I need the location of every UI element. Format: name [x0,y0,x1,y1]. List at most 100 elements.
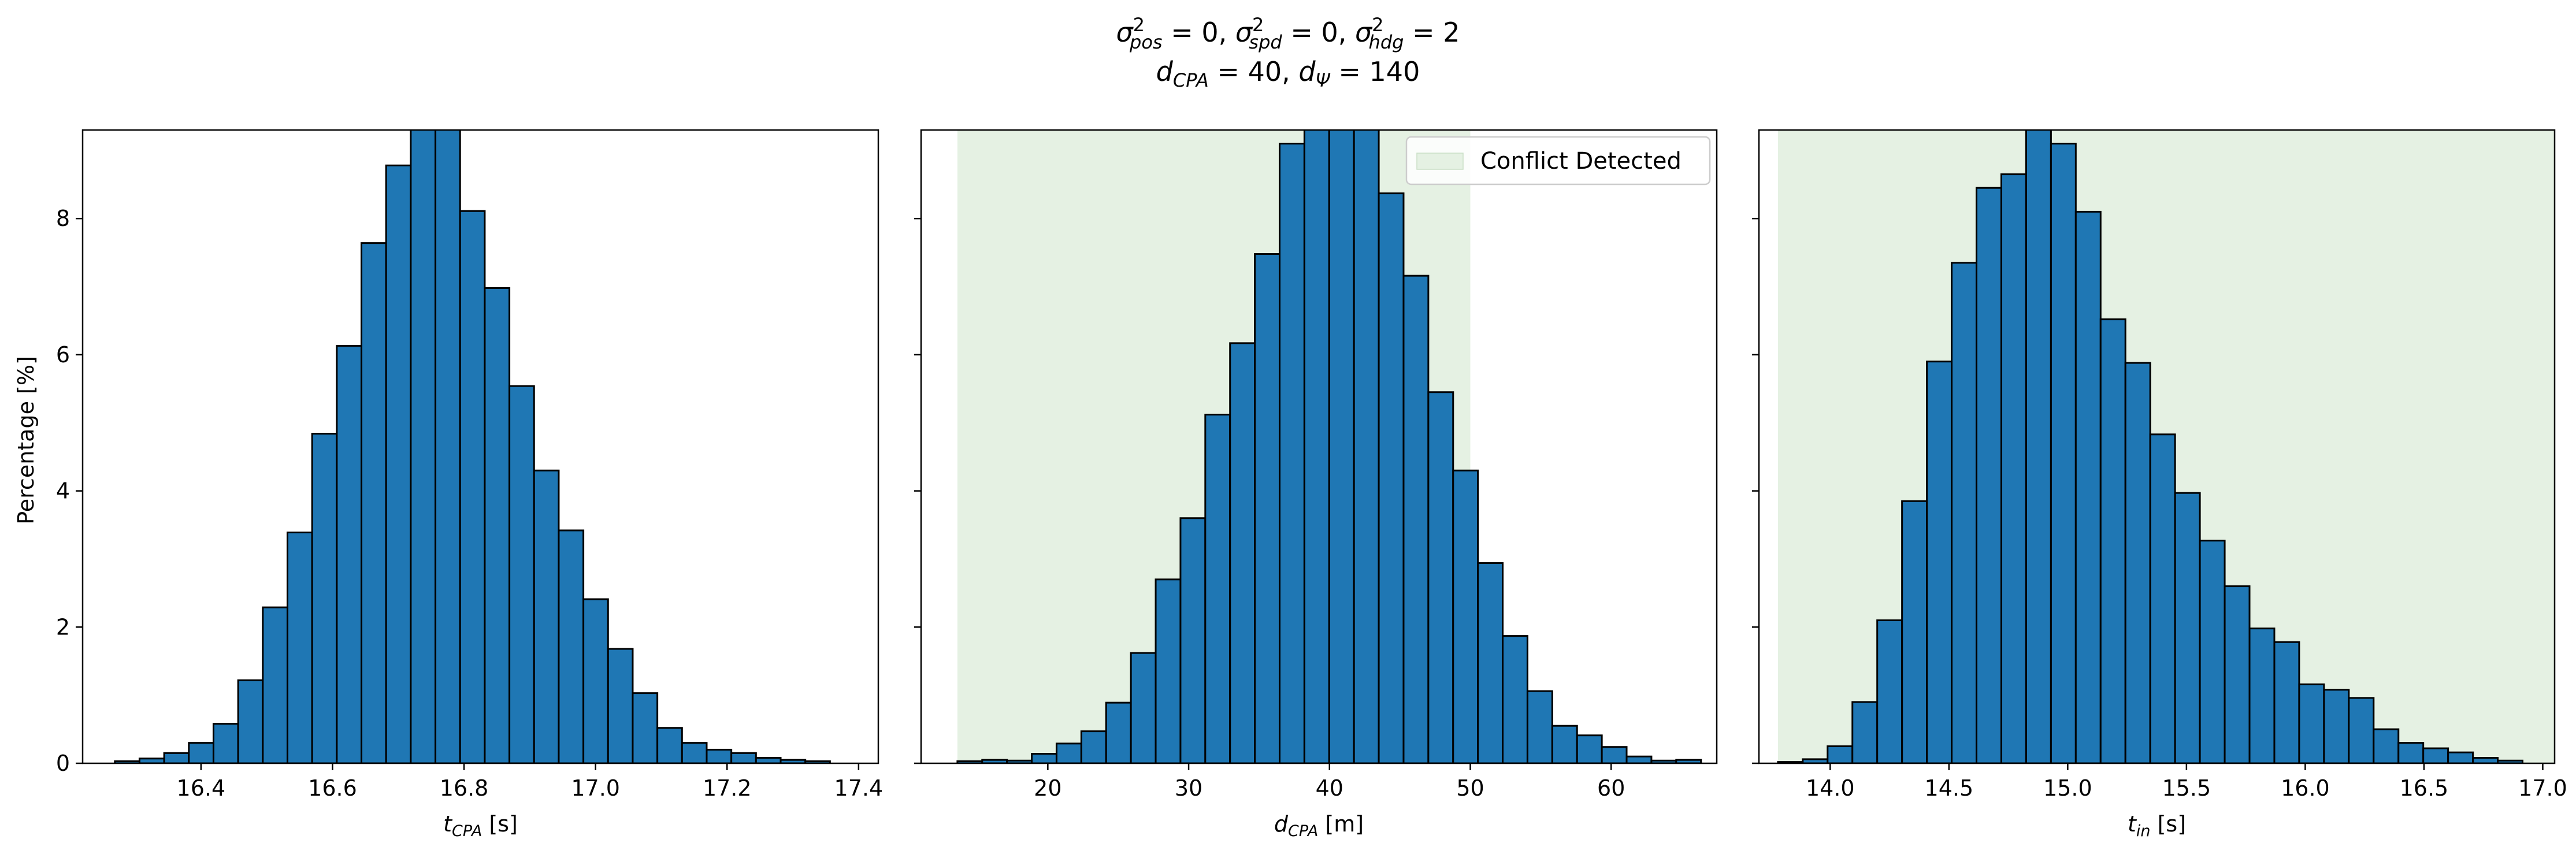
histogram-bar [1204,414,1231,763]
histogram-bar [1551,725,1578,763]
x-tick-label: 15.5 [2162,775,2211,801]
histogram-bar [1901,500,1928,763]
histogram-bar [1526,690,1553,763]
histogram-bar [2447,751,2474,763]
histogram-bar [1951,262,1978,763]
histogram-bar [508,385,535,763]
y-tick-label: 4 [56,478,70,504]
histogram-bar [163,752,190,763]
histogram-bar [1827,745,1854,763]
histogram-bar [1625,755,1653,763]
subplot-dcpa-histogram: 20 30 40 50 60 dCPA [m] Conflict Detected [914,129,1718,840]
histogram-bar [336,345,363,763]
x-tick-label: 60 [1597,775,1625,801]
histogram-bar [558,529,585,763]
histogram-bar [2224,585,2251,763]
x-tick-label: 20 [1034,775,1061,801]
subplot-tin-histogram: 14.0 14.5 15.0 15.5 16.0 16.5 17.0 tin [s] [1752,129,2567,840]
histogram-bar [2074,210,2102,763]
x-tick-label: 50 [1456,775,1484,801]
histogram-bar [2025,130,2052,763]
y-tick-label: 8 [56,206,70,231]
histogram-bar [1179,517,1207,763]
histogram-bar [361,242,387,763]
histogram-bar [2099,318,2126,763]
figure-title-line-1: σ2 pos = 0, σ2 spd = 0, σ2 hdg = 2 [1116,14,1460,53]
histogram-bar [755,757,782,763]
histogram-bar [1130,652,1157,763]
x-tick-label: 40 [1316,775,1343,801]
histogram-bar [607,648,634,763]
histogram-bar [212,723,239,763]
histogram-bar [1477,562,1504,763]
figure-title-line-2: dCPA = 40, dΨ = 140 [1156,56,1420,91]
histogram-bar [1926,361,1953,763]
histogram-bar [1378,192,1405,763]
histogram-bar [1229,342,1256,763]
histogram-bar [459,210,486,763]
histogram-bar [2174,492,2201,763]
histogram-bar [2199,540,2226,763]
histogram-bar [681,742,708,763]
x-tick-label: 17.2 [703,775,752,801]
legend-label: Conflict Detected [1480,148,1682,174]
x-tick-label: 16.8 [440,775,489,801]
histogram-bar [2422,747,2449,763]
histogram-bar [2323,689,2350,763]
histogram-bar [1328,130,1355,763]
x-tick-label: 16.5 [2400,775,2449,801]
histogram-bar [730,752,757,763]
histogram-bar [582,598,609,763]
histogram-bar [1105,701,1132,763]
plot-area [1777,130,2555,763]
x-tick-label: 17.0 [2518,775,2567,801]
histogram-bar [286,531,313,763]
histogram-bar [1254,253,1281,763]
x-tick-label: 30 [1175,775,1202,801]
histogram-bar [188,742,214,763]
histogram-bar [1675,759,1702,763]
histogram-bar [2149,433,2176,763]
plot-area [956,130,1702,763]
x-tick-label: 17.0 [571,775,620,801]
plot-area [114,130,831,763]
histogram-bar [1976,187,2002,763]
histogram-bar [1402,274,1430,763]
x-axis-label: tin [s] [2128,811,2186,840]
x-axis-label: dCPA [m] [1274,811,1364,840]
histogram-bar [1601,746,1628,763]
histogram-bar [2373,728,2400,763]
histogram-bar [435,130,461,763]
histogram-bar [1876,619,1903,763]
axes-frame [81,129,879,764]
histogram-bar [1576,734,1603,763]
histogram-bar [1155,578,1182,763]
histogram-bar [1427,391,1454,763]
legend: Conflict Detected [1405,136,1711,185]
histogram-bar [385,164,412,763]
legend-swatch [1416,153,1464,170]
x-tick-label: 16.6 [308,775,357,801]
histogram-bar [262,606,288,763]
histogram-bar [2298,683,2325,763]
histogram-bar [1303,130,1330,763]
histogram-bar [533,469,560,763]
histogram-bar [632,692,659,763]
histogram-bar [2248,627,2276,763]
histogram-bar [2397,742,2425,763]
x-axis-label: tCPA [s] [443,811,518,840]
x-tick-label: 14.5 [1925,775,1974,801]
x-tick-label: 15.0 [2043,775,2092,801]
histogram-bar [706,748,733,763]
histogram-bar [1279,143,1305,763]
histogram-bar [484,287,511,763]
x-tick-label: 16.0 [2281,775,2330,801]
histogram-bar [656,727,683,763]
y-tick-label: 6 [56,342,70,367]
histogram-bar [237,679,264,763]
x-tick-label: 17.4 [834,775,884,801]
histogram-bar [2348,697,2375,763]
y-tick-label: 2 [56,614,70,640]
histogram-bar [1452,469,1479,763]
